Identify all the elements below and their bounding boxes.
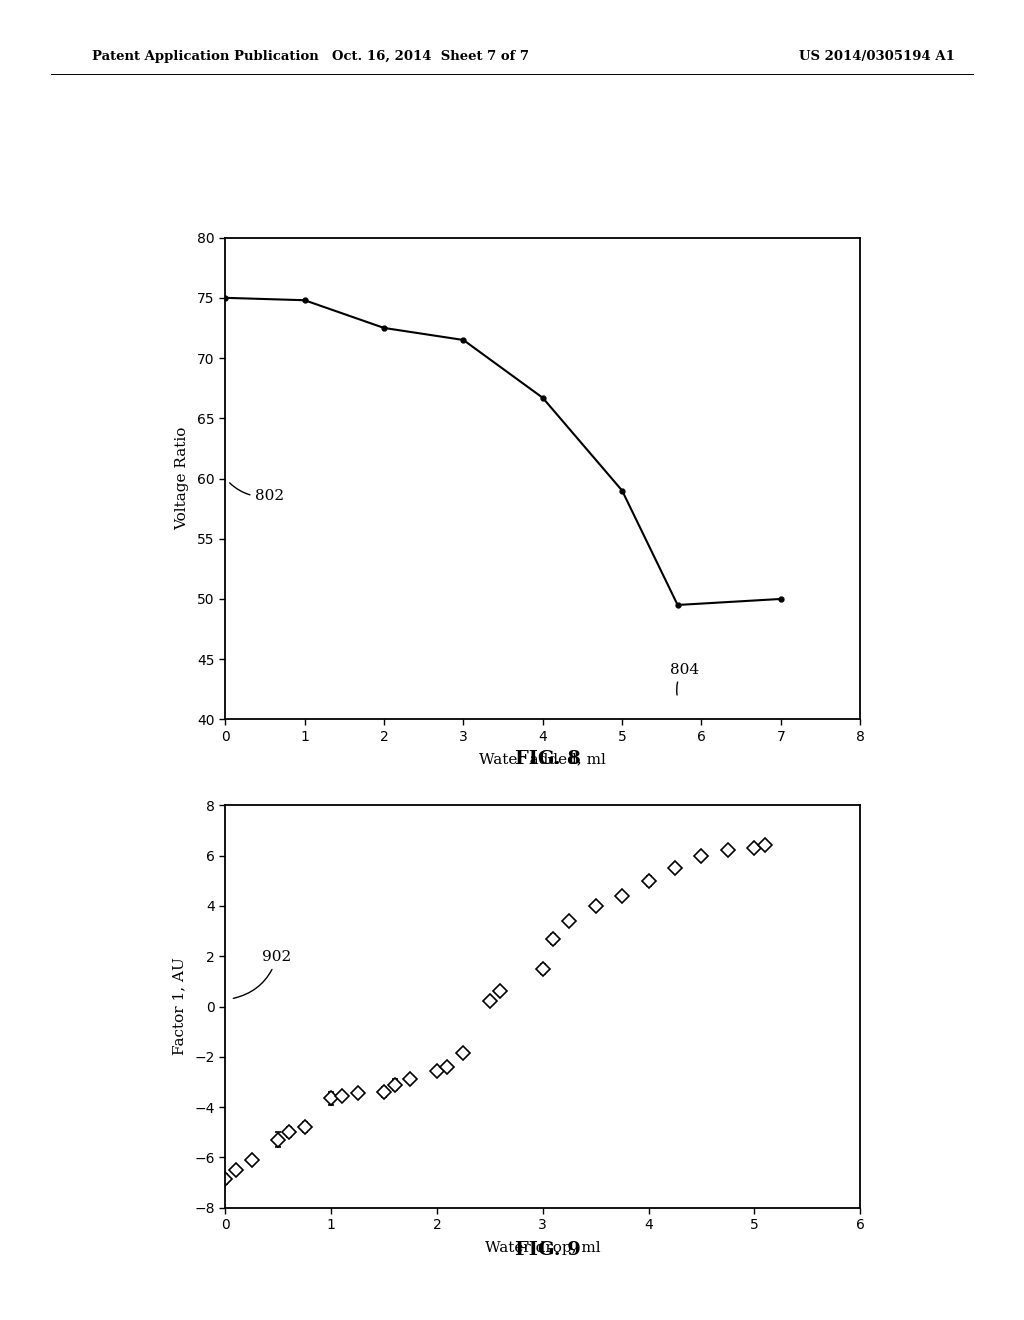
Text: 804: 804 bbox=[670, 663, 698, 696]
Text: Patent Application Publication: Patent Application Publication bbox=[92, 50, 318, 63]
Text: FIG. 9: FIG. 9 bbox=[515, 1241, 581, 1259]
Text: 902: 902 bbox=[233, 950, 292, 998]
X-axis label: Water added, ml: Water added, ml bbox=[479, 752, 606, 766]
X-axis label: Water drop, ml: Water drop, ml bbox=[485, 1241, 600, 1254]
Text: US 2014/0305194 A1: US 2014/0305194 A1 bbox=[799, 50, 954, 63]
Y-axis label: Voltage Ratio: Voltage Ratio bbox=[175, 426, 188, 531]
Text: 802: 802 bbox=[229, 483, 285, 503]
Y-axis label: Factor 1, AU: Factor 1, AU bbox=[172, 957, 186, 1056]
Text: Oct. 16, 2014  Sheet 7 of 7: Oct. 16, 2014 Sheet 7 of 7 bbox=[332, 50, 528, 63]
Text: FIG. 8: FIG. 8 bbox=[515, 750, 581, 768]
